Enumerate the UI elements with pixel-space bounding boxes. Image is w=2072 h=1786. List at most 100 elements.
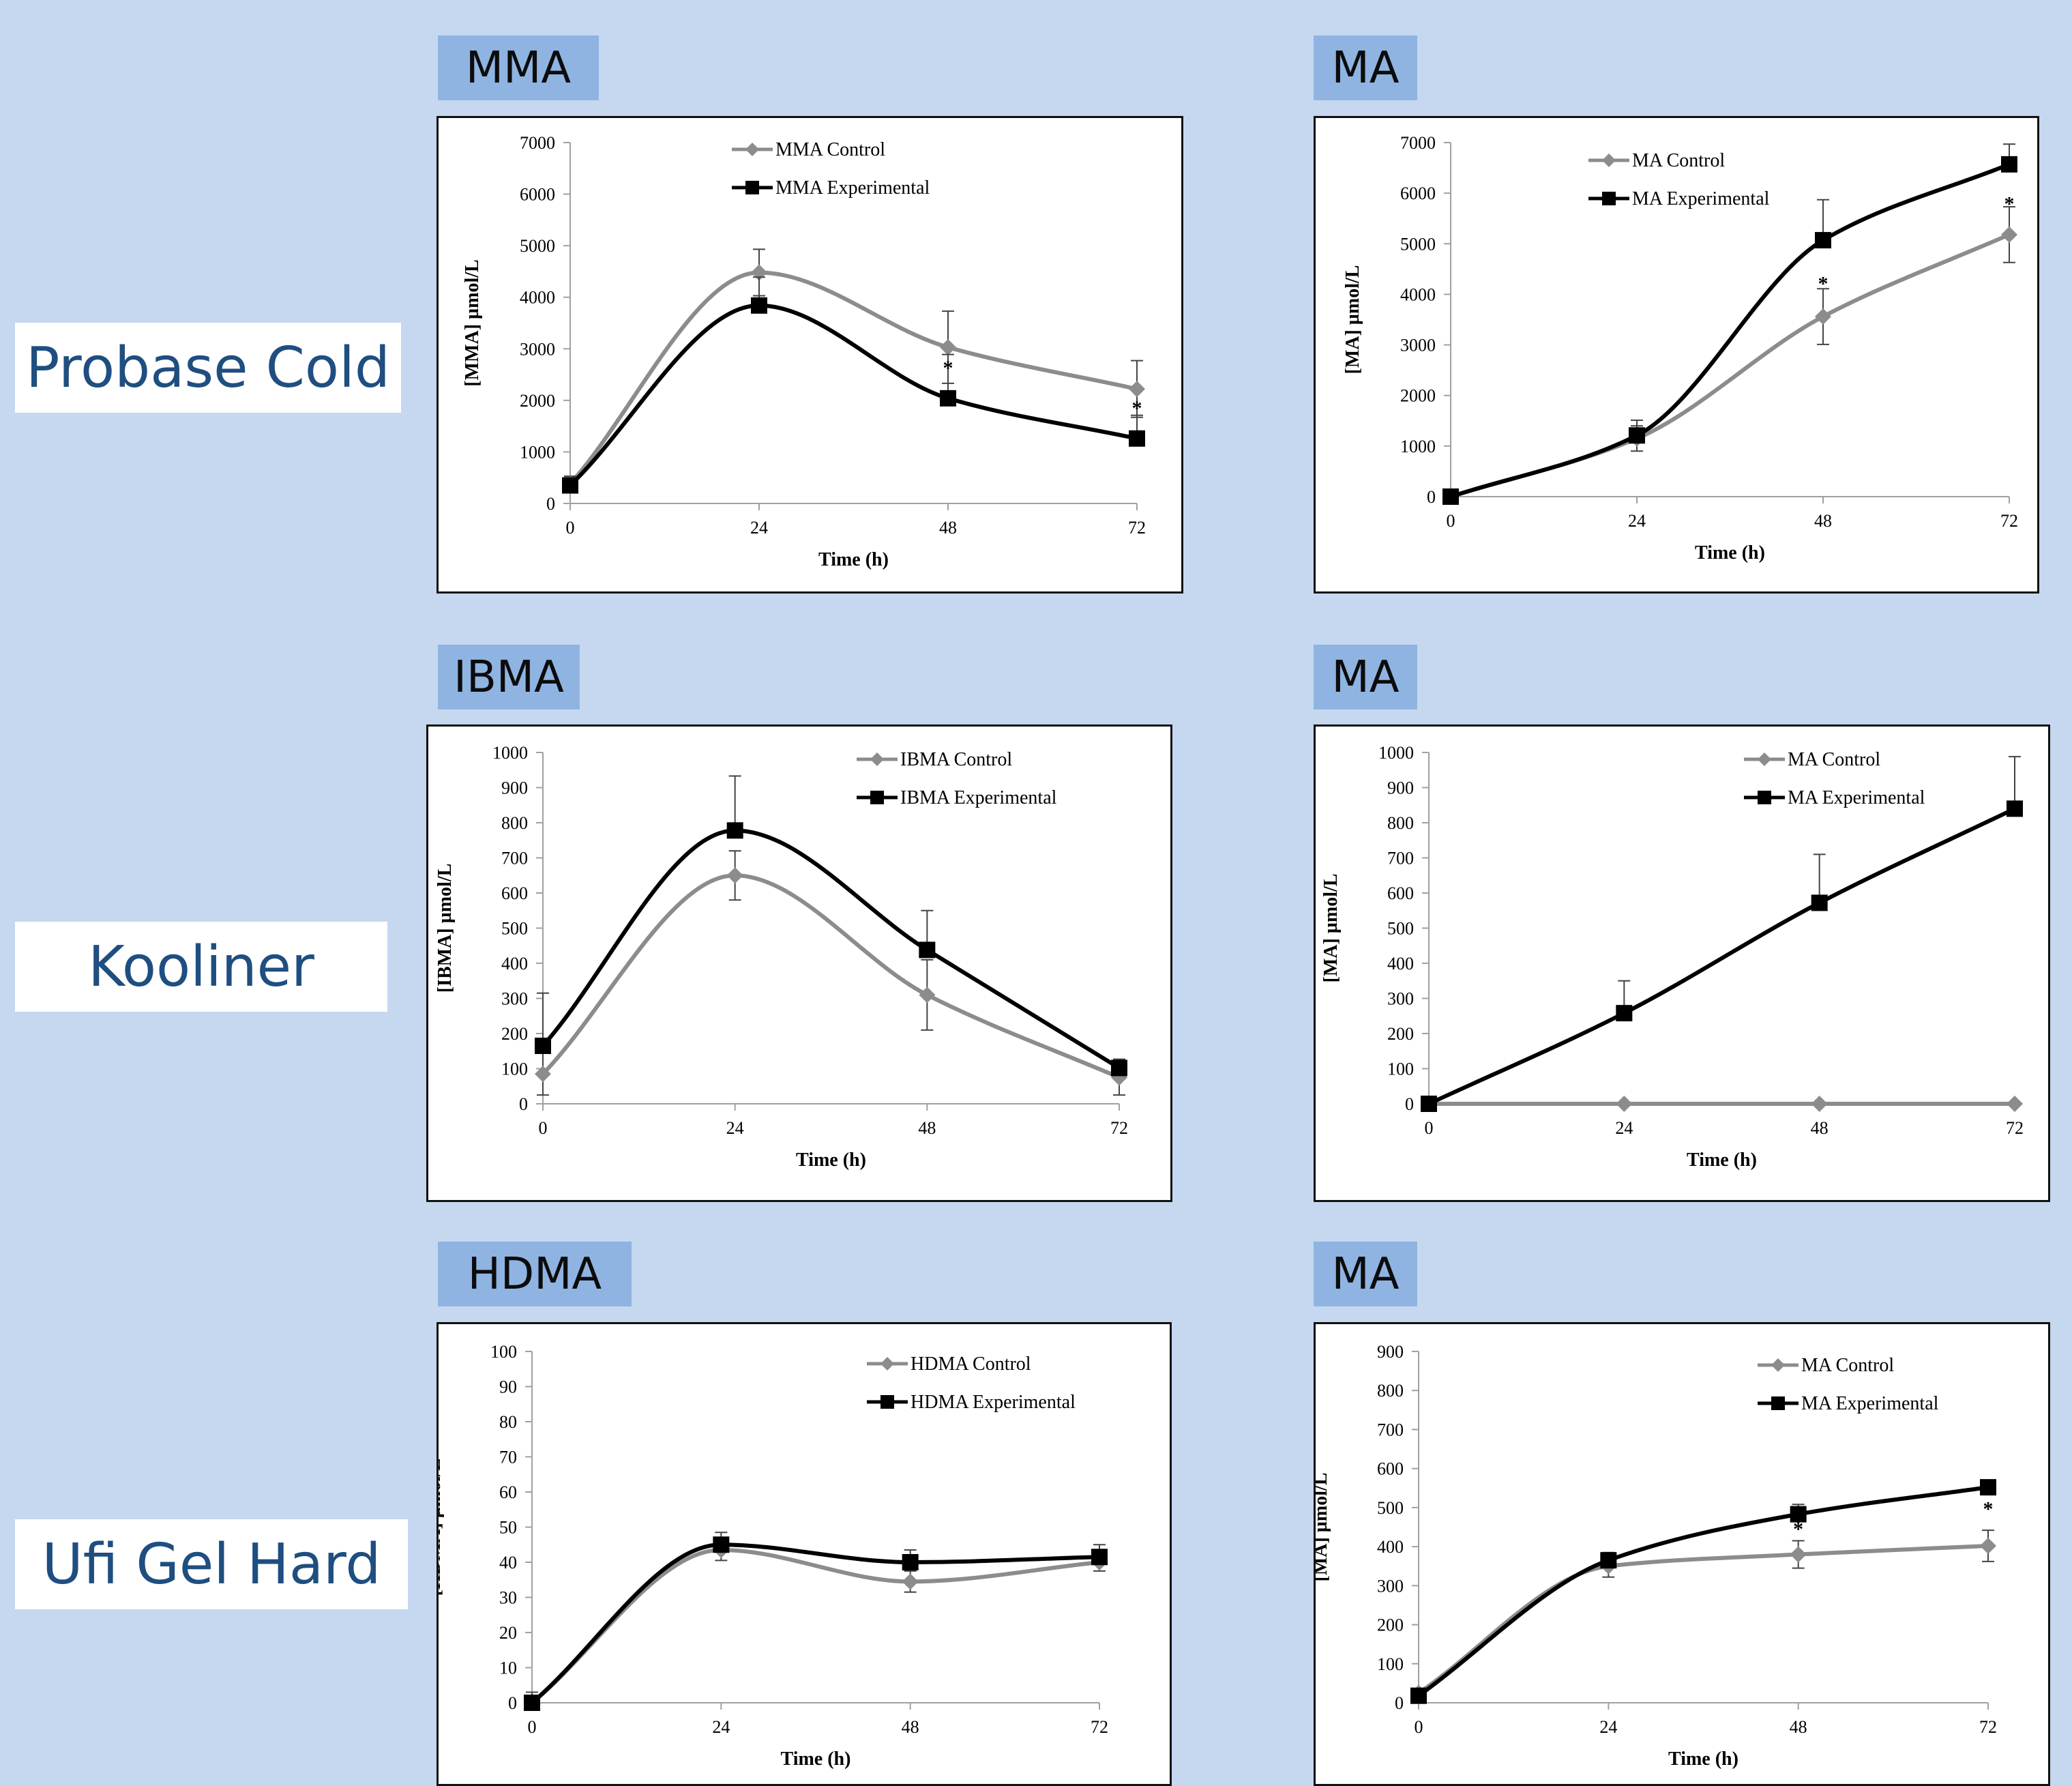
y-tick-label: 0 — [1395, 1693, 1404, 1713]
experimental-marker — [713, 1536, 730, 1553]
legend-label: IBMA Experimental — [900, 787, 1057, 808]
chart-ma-kooliner: 0 100 200 300 400 500 600 700 800 900 1000 0 24 48 72 T… — [1314, 724, 2050, 1202]
legend-label: HDMA Experimental — [911, 1392, 1076, 1413]
experimental-marker — [1442, 488, 1459, 505]
y-tick-label: 7000 — [1400, 133, 1436, 153]
series-line — [1417, 1543, 1989, 1695]
experimental-marker — [1091, 1549, 1108, 1566]
y-tick-label: 30 — [499, 1588, 517, 1608]
y-tick-label: 80 — [499, 1412, 517, 1432]
significance-marker: * — [1793, 1518, 1803, 1540]
x-axis-title: Time (h) — [818, 549, 889, 570]
experimental-marker — [1111, 1059, 1127, 1077]
x-tick-label: 0 — [1415, 1717, 1423, 1737]
chart-hdma-ufi: 0 10 20 30 40 50 60 70 80 90 100 0 24 48 72 Time (h) [HD… — [436, 1322, 1172, 1786]
control-series — [524, 1538, 1108, 1711]
experimental-marker — [524, 1695, 540, 1711]
y-tick-label: 200 — [1387, 1024, 1414, 1044]
y-tick-label: 50 — [499, 1518, 517, 1538]
legend-label: MMA Experimental — [775, 177, 930, 199]
y-tick-label: 600 — [1377, 1459, 1404, 1479]
y-axis-title: [IBMA] µmol/L — [434, 864, 456, 993]
experimental-marker — [751, 297, 767, 314]
x-tick-label: 24 — [1628, 511, 1646, 531]
x-tick-label: 48 — [1814, 511, 1832, 531]
control-marker — [1790, 1546, 1807, 1563]
x-tick-label: 0 — [539, 1118, 548, 1138]
x-tick-label: 24 — [750, 518, 768, 538]
control-marker — [726, 867, 743, 884]
y-axis-title: [MA] µmol/L — [1342, 265, 1363, 375]
x-tick-label: 72 — [2000, 511, 2018, 531]
legend-label: IBMA Control — [900, 749, 1012, 770]
control-marker — [1616, 1096, 1633, 1112]
row-label-kooliner: Kooliner — [15, 922, 387, 1012]
y-tick-label: 100 — [1387, 1059, 1414, 1079]
y-axis-title: [MA] µmol/L — [1320, 874, 1342, 983]
y-tick-label: 70 — [499, 1448, 517, 1467]
x-tick-label: 72 — [2006, 1118, 2024, 1138]
control-series — [1410, 1529, 1996, 1701]
significance-marker: * — [1983, 1497, 1994, 1520]
x-axis-title: Time (h) — [781, 1748, 851, 1770]
experimental-series — [1421, 756, 2023, 1112]
chart-ibma-kooliner: 0 100 200 300 400 500 600 700 800 900 1000 0 24 48 72 T… — [426, 724, 1172, 1202]
control-marker — [940, 339, 956, 356]
y-tick-label: 5000 — [520, 236, 555, 256]
x-tick-label: 48 — [939, 518, 957, 538]
experimental-marker — [1980, 1479, 1996, 1496]
y-tick-label: 5000 — [1400, 234, 1436, 254]
control-series — [1421, 1096, 2023, 1112]
series-line — [1427, 806, 2016, 1106]
legend-marker — [880, 1357, 894, 1371]
y-tick-label: 900 — [1387, 778, 1414, 798]
y-tick-label: 0 — [546, 494, 555, 514]
y-tick-label: 400 — [1377, 1537, 1404, 1557]
y-axis-title: [MMA] µmol/L — [462, 259, 483, 386]
y-tick-label: 2000 — [1400, 386, 1436, 406]
x-axis-title: Time (h) — [1695, 542, 1765, 563]
control-series — [562, 248, 1145, 493]
y-tick-label: 60 — [499, 1482, 517, 1502]
chart-tag-mma: MMA — [438, 35, 599, 100]
experimental-marker — [1815, 232, 1831, 249]
experimental-marker — [726, 822, 743, 839]
chart-tag-ma-ufi: MA — [1314, 1242, 1417, 1306]
legend-marker — [1602, 192, 1616, 205]
x-tick-label: 24 — [1615, 1118, 1633, 1138]
legend-marker — [870, 791, 884, 804]
chart-svg: 0 1000 2000 3000 4000 5000 6000 7000 0 24 48 72 Time… — [462, 133, 1146, 570]
legend-marker — [880, 1395, 894, 1409]
series-line — [541, 873, 1121, 1080]
control-marker — [2007, 1096, 2023, 1112]
legend-marker — [1758, 791, 1771, 804]
y-tick-label: 1000 — [520, 442, 555, 462]
control-marker — [902, 1573, 919, 1590]
x-tick-label: 48 — [902, 1717, 919, 1737]
row-label-ufi-gel-hard: Ufi Gel Hard — [15, 1519, 408, 1609]
control-marker — [1815, 308, 1831, 325]
y-tick-label: 800 — [1387, 813, 1414, 833]
y-tick-label: 200 — [501, 1024, 528, 1044]
y-tick-label: 0 — [508, 1693, 517, 1713]
y-tick-label: 40 — [499, 1553, 517, 1572]
experimental-marker — [562, 477, 578, 494]
experimental-series — [1442, 143, 2017, 505]
experimental-marker — [1790, 1506, 1807, 1523]
y-tick-label: 0 — [1405, 1094, 1414, 1114]
chart-tag-hdma: HDMA — [438, 1242, 632, 1306]
y-tick-label: 900 — [1377, 1342, 1404, 1362]
chart-tag-ma-kooliner: MA — [1314, 645, 1417, 709]
x-axis-title: Time (h) — [1687, 1150, 1757, 1171]
legend-marker — [745, 143, 759, 156]
significance-marker: * — [2004, 192, 2015, 215]
y-tick-label: 500 — [1387, 919, 1414, 939]
experimental-series — [535, 775, 1127, 1077]
y-tick-label: 900 — [501, 778, 528, 798]
x-tick-label: 24 — [712, 1717, 730, 1737]
legend-label: MMA Control — [775, 139, 885, 160]
y-axis-title: [HDMA] µmol/L — [439, 1459, 445, 1596]
legend-label: MA Experimental — [1632, 188, 1770, 209]
y-tick-label: 300 — [1377, 1576, 1404, 1596]
chart-tag-ibma: IBMA — [438, 645, 580, 709]
